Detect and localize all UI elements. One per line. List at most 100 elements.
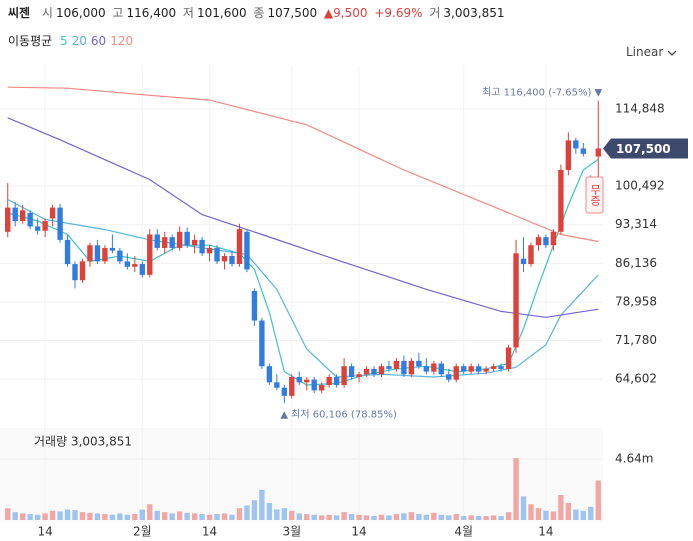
candle-body xyxy=(12,207,18,222)
ma-legend-entry[interactable]: 20 xyxy=(71,34,87,48)
volume-bar xyxy=(139,509,145,520)
summary-value: 101,600 xyxy=(196,6,247,20)
candle-body xyxy=(438,363,444,375)
header: 씨젠 시 106,000 고 116,400 저 101,600 종 107,500 ▲… xyxy=(8,4,507,21)
volume-bar xyxy=(274,509,280,520)
y-tick-label: 64,602 xyxy=(615,372,657,386)
summary-value: 116,400 xyxy=(126,6,177,20)
summary-label: 저 xyxy=(182,6,194,20)
candle-body xyxy=(341,366,347,386)
candle-body xyxy=(289,376,295,396)
candle-body xyxy=(580,148,587,154)
candle-body xyxy=(244,231,250,270)
ma-legend-entry[interactable]: 5 xyxy=(60,34,68,48)
volume-bar xyxy=(206,514,213,520)
ma-legend-entry[interactable]: 120 xyxy=(110,34,134,48)
volume-bar xyxy=(124,514,131,520)
candle-body xyxy=(565,140,572,170)
ma-line xyxy=(7,117,599,318)
volume-bar xyxy=(543,510,549,520)
volume-bar xyxy=(318,515,325,520)
candle-body xyxy=(543,237,549,246)
y-tick-label: 86,136 xyxy=(615,256,657,270)
volume-bar xyxy=(27,514,33,520)
candle-body xyxy=(453,366,459,380)
candle-body xyxy=(109,247,116,251)
volume-panel xyxy=(0,428,603,522)
ma-legend: 이동평균 5 20 60 120 xyxy=(8,32,137,49)
candle-body xyxy=(102,247,108,262)
volume-bar xyxy=(371,516,377,520)
scale-label[interactable]: Linear xyxy=(626,45,664,59)
candle-body xyxy=(42,221,48,231)
candle-body xyxy=(49,207,56,219)
volume-bar xyxy=(94,513,101,520)
candle-body xyxy=(162,237,168,248)
volume-bar xyxy=(117,513,123,520)
candle-body xyxy=(371,368,377,375)
volume-bar xyxy=(191,513,198,520)
change-pct: +9.69% xyxy=(374,6,423,20)
scale-selector[interactable]: Linear xyxy=(626,45,677,59)
candle-body xyxy=(550,231,557,246)
volume-label: 거 xyxy=(429,6,441,20)
ma-line xyxy=(7,86,599,243)
candle-body xyxy=(423,366,430,372)
dropdown-icon xyxy=(667,50,677,56)
volume-bar xyxy=(535,508,542,520)
candle-body xyxy=(311,379,317,391)
volume-bar xyxy=(87,512,93,520)
candle-body xyxy=(401,360,407,375)
candle-body xyxy=(446,374,452,380)
candle-body xyxy=(318,385,325,391)
candle-body xyxy=(251,290,258,321)
event-label: 무증 xyxy=(589,184,602,206)
volume-bar xyxy=(356,514,362,520)
candle-body xyxy=(386,366,392,369)
candle-body xyxy=(169,237,175,248)
candle-body xyxy=(475,366,482,372)
volume-bar xyxy=(333,515,340,520)
volume-bar xyxy=(251,500,258,520)
volume-bar xyxy=(296,513,302,520)
volume-bar xyxy=(57,511,63,520)
x-tick-label: 14 xyxy=(538,525,553,539)
volume-bar xyxy=(505,512,512,520)
volume-bar xyxy=(461,516,467,520)
candle-body xyxy=(57,207,63,240)
volume-bar xyxy=(438,514,444,520)
candle-body xyxy=(356,374,362,377)
candle-body xyxy=(147,234,153,275)
candle-body xyxy=(595,148,601,157)
volume-bar xyxy=(588,506,594,520)
volume-bar xyxy=(19,513,26,520)
volume-bar xyxy=(5,508,11,520)
volume-bar xyxy=(393,514,400,520)
low-annotation: ▲ 최저 60,106 (78.85%) xyxy=(280,408,397,420)
x-tick-label: 4월 xyxy=(454,525,473,539)
summary-label: 종 xyxy=(253,6,265,20)
ma-legend-entry[interactable]: 60 xyxy=(90,34,107,48)
volume-bar xyxy=(483,516,489,520)
volume-bar xyxy=(513,458,519,520)
volume-bar xyxy=(244,505,250,520)
event-tag xyxy=(585,176,604,214)
volume-bar xyxy=(154,510,160,520)
candle-body xyxy=(184,231,190,246)
candle-body xyxy=(483,368,489,372)
volume-bar xyxy=(520,496,527,520)
candle-body xyxy=(326,376,332,386)
candle-body xyxy=(416,360,422,367)
high-annotation: 최고 116,400 (-7.65%) ▼ xyxy=(482,87,602,99)
summary-value: 106,000 xyxy=(55,6,106,20)
candle-body xyxy=(221,255,228,262)
volume-bar xyxy=(595,480,601,520)
candle-body xyxy=(259,320,265,367)
candle-body xyxy=(490,366,497,369)
candle-body xyxy=(124,261,131,267)
volume-bar xyxy=(490,515,497,520)
volume-bar xyxy=(573,509,579,520)
volume-bar xyxy=(72,510,78,520)
candle-body xyxy=(528,245,534,265)
volume-bar xyxy=(475,516,482,520)
